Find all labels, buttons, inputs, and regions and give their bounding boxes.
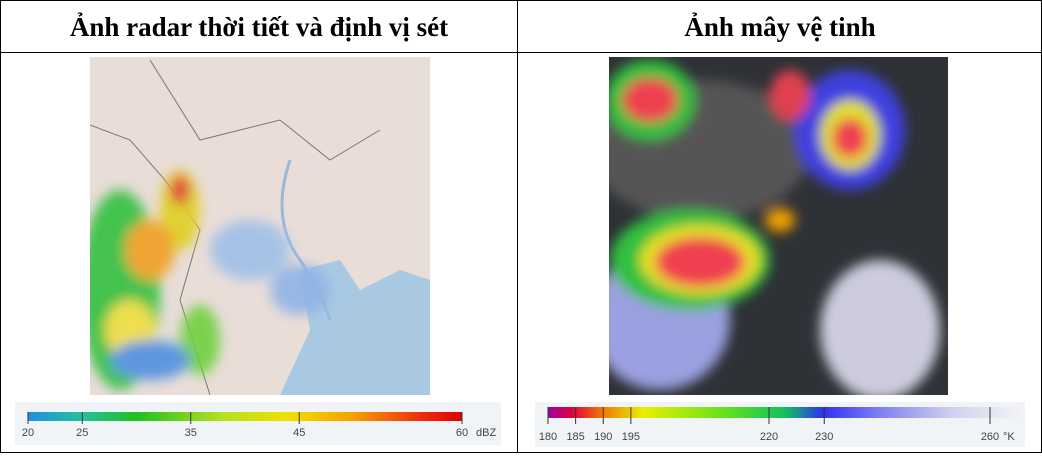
tick-label: 35 xyxy=(185,427,197,439)
satellite-scale-bar xyxy=(548,407,1022,418)
header-left: Ảnh radar thời tiết và định vị sét xyxy=(70,12,448,42)
radar-scale-panel xyxy=(15,402,501,445)
tick-label: 180 xyxy=(539,431,557,443)
unit-label: °K xyxy=(1003,431,1015,443)
tick-label: 60 xyxy=(456,427,468,439)
tick-label: 220 xyxy=(760,431,778,443)
tick-label: 45 xyxy=(293,427,305,439)
tick-label: 230 xyxy=(815,431,833,443)
tick-label: 190 xyxy=(594,431,612,443)
tick-label: 195 xyxy=(622,431,640,443)
radar-scale-bar xyxy=(28,412,462,421)
satellite-map xyxy=(609,57,948,395)
unit-label: dBZ xyxy=(476,427,496,439)
radar-map xyxy=(90,57,430,395)
tick-label: 20 xyxy=(22,427,34,439)
tick-label: 25 xyxy=(76,427,88,439)
tick-label: 185 xyxy=(566,431,584,443)
tick-label: 260 xyxy=(981,431,999,443)
header-right: Ảnh mây vệ tinh xyxy=(684,12,875,42)
